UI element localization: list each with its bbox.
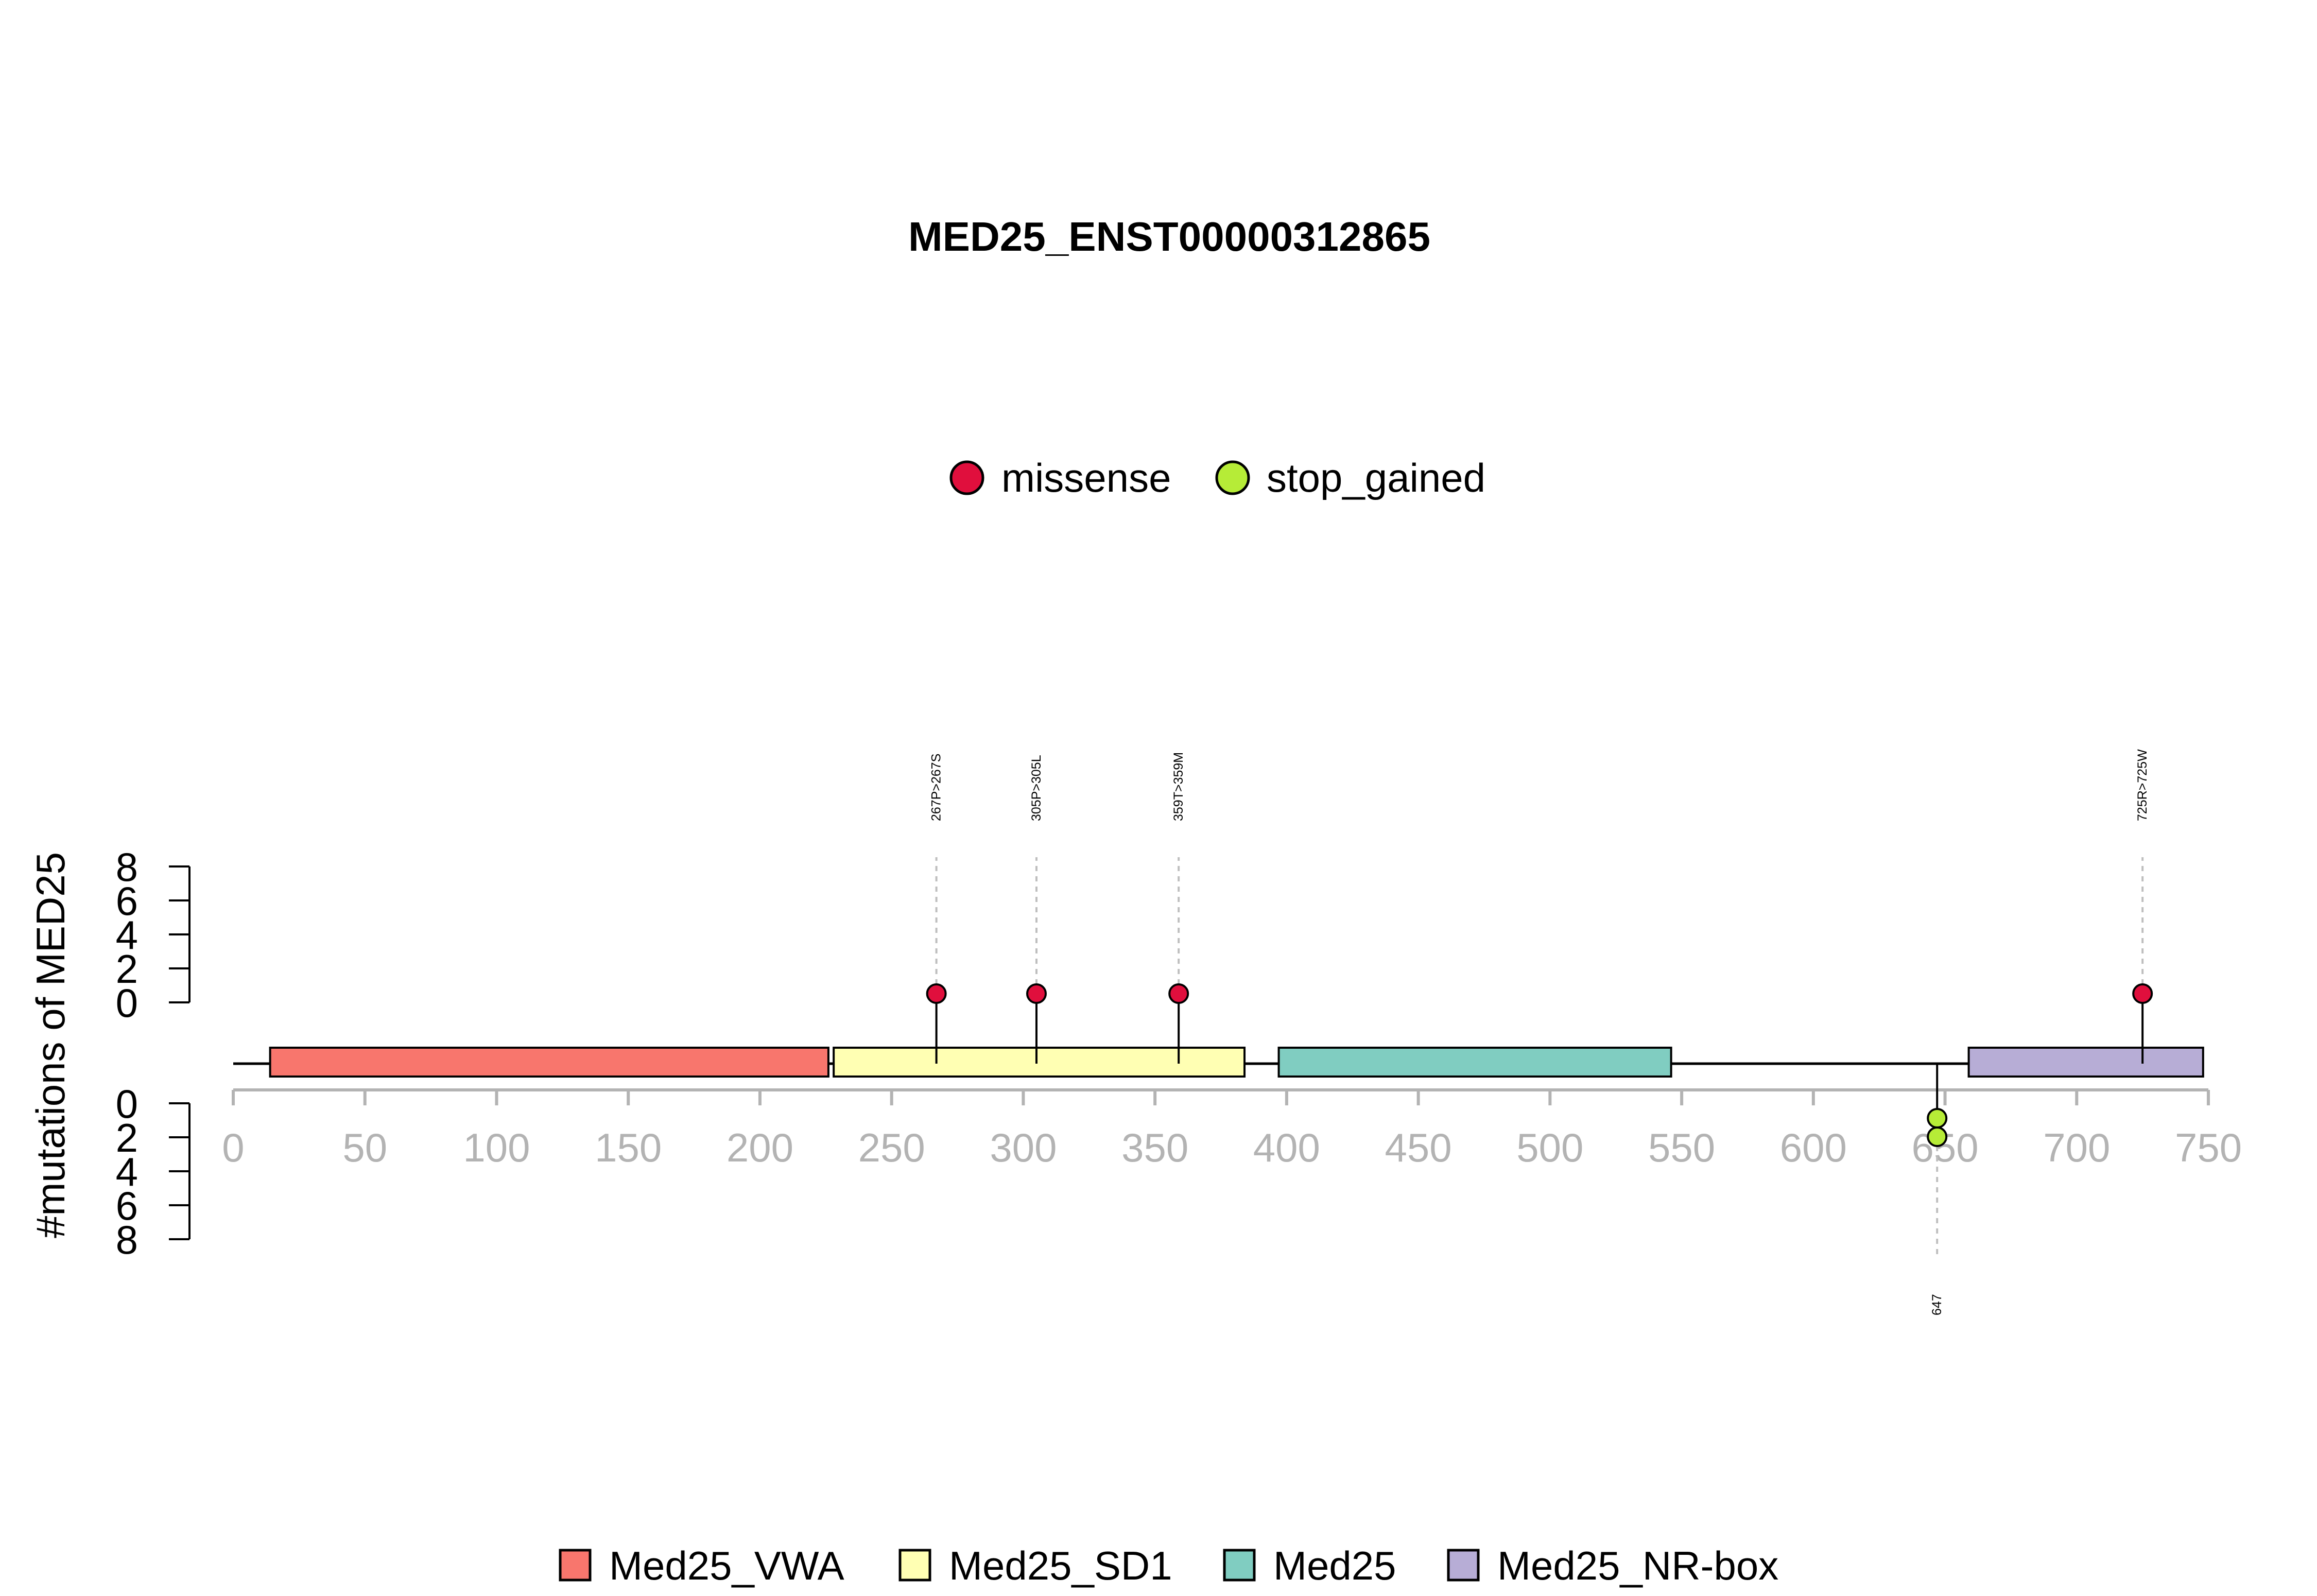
x-tick-label: 500 [1516, 1125, 1583, 1170]
y-upper-tick-label: 6 [116, 878, 138, 924]
legend-swatch-med25-nr-box [1447, 1549, 1480, 1582]
legend-top: missense stop_gained [949, 455, 1485, 500]
y-lower-tick-label: 4 [116, 1149, 138, 1194]
mutation-point-305p-305l [1026, 983, 1047, 1004]
mutation-point-725r-725w [2132, 983, 2153, 1004]
y-upper-tick-label: 0 [116, 980, 138, 1026]
x-tick-label: 300 [990, 1125, 1057, 1170]
x-tick-label: 600 [1780, 1125, 1847, 1170]
mutation-point-359t-359m [1168, 983, 1189, 1004]
y-axis-label: #mutations of MED25 [28, 852, 73, 1238]
y-lower-tick-label: 0 [116, 1081, 138, 1126]
x-tick-label: 550 [1648, 1125, 1715, 1170]
mutation-point-267p-267s [926, 983, 947, 1004]
domain-box-med25-sd1 [833, 1047, 1246, 1078]
x-tick-label: 350 [1121, 1125, 1188, 1170]
x-tick-label: 200 [727, 1125, 793, 1170]
x-tick-label: 150 [595, 1125, 662, 1170]
legend-label-med25-nr-box: Med25_NR-box [1497, 1543, 1778, 1588]
x-tick-label: 750 [2175, 1125, 2242, 1170]
x-tick-label: 0 [222, 1125, 244, 1170]
legend-label-missense: missense [1001, 455, 1171, 500]
y-lower-tick-label: 8 [116, 1217, 138, 1262]
legend-label-med25-vwa: Med25_VWA [609, 1543, 844, 1588]
mutation-label-267p-267s: 267P>267S [929, 754, 944, 821]
mutation-label-725r-725w: 725R>725W [2135, 749, 2150, 821]
chart-title: MED25_ENST00000312865 [908, 214, 1430, 259]
mutation-point-647 [1927, 1126, 1948, 1147]
y-lower-tick-label: 6 [116, 1183, 138, 1228]
y-upper-tick-label: 4 [116, 912, 138, 958]
domain-box-med25-vwa [269, 1047, 829, 1078]
domain-box-med25-nr-box [1967, 1047, 2204, 1078]
legend-swatch-med25-vwa [559, 1549, 592, 1582]
mutation-lollipops: 267P>267S 305P>305L 359T>359M 725R>725W 647 [926, 749, 2153, 1315]
domain-boxes [269, 1047, 2204, 1078]
axes: 0 50 100 150 200 250 300 350 400 450 500 550 600 650 7… [116, 844, 2242, 1262]
x-tick-label: 250 [858, 1125, 925, 1170]
legend-label-stop-gained: stop_gained [1267, 455, 1485, 500]
x-tick-label: 450 [1385, 1125, 1452, 1170]
legend-marker-missense [949, 460, 984, 495]
y-upper-tick-label: 2 [116, 946, 138, 992]
mutation-label-359t-359m: 359T>359M [1171, 752, 1186, 821]
mutation-label-647: 647 [1930, 1294, 1944, 1315]
legend-bottom: Med25_VWA Med25_SD1 Med25 Med25_NR-box [559, 1543, 1778, 1588]
domain-box-med25 [1277, 1047, 1672, 1078]
legend-swatch-med25 [1223, 1549, 1256, 1582]
legend-label-med25-sd1: Med25_SD1 [949, 1543, 1172, 1588]
x-tick-label: 700 [2043, 1125, 2110, 1170]
mutation-point-647 [1927, 1108, 1948, 1129]
y-upper-tick-label: 8 [116, 844, 138, 890]
legend-swatch-med25-sd1 [898, 1549, 931, 1582]
y-lower-tick-label: 2 [116, 1115, 138, 1160]
x-tick-label: 400 [1253, 1125, 1320, 1170]
legend-marker-stop-gained [1215, 460, 1250, 495]
x-tick-label: 50 [342, 1125, 387, 1170]
mutation-label-305p-305l: 305P>305L [1029, 755, 1044, 821]
x-tick-label: 100 [463, 1125, 530, 1170]
legend-label-med25: Med25 [1273, 1543, 1396, 1588]
